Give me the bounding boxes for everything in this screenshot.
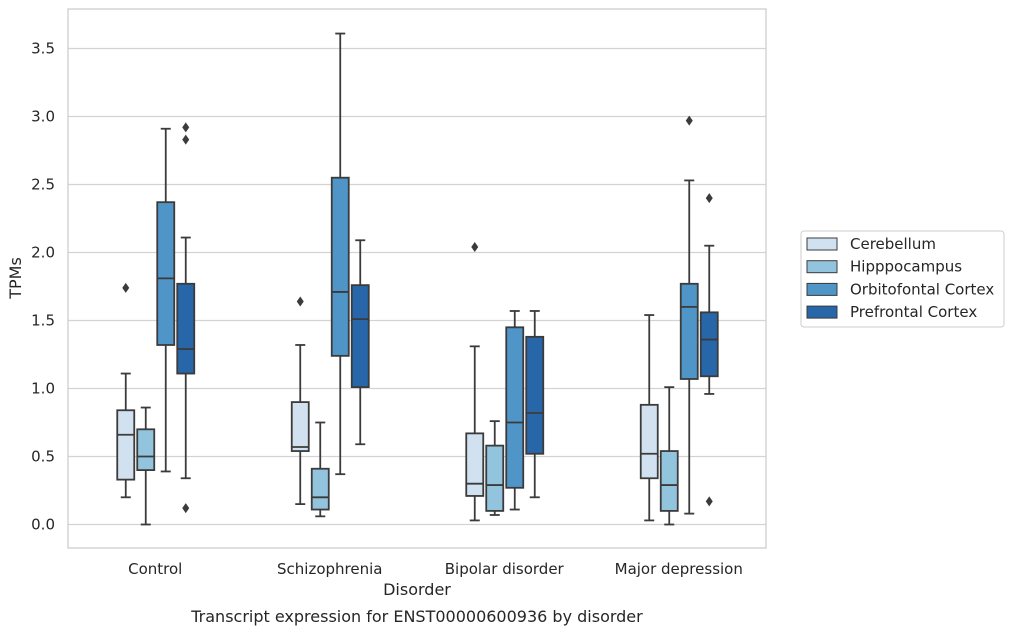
outlier-point xyxy=(182,134,190,145)
box xyxy=(465,432,485,497)
box xyxy=(485,444,505,512)
box xyxy=(176,282,196,375)
y-tick-label: 2.0 xyxy=(31,244,55,262)
box xyxy=(699,311,719,378)
outlier-point xyxy=(122,282,130,293)
box xyxy=(505,326,525,489)
x-tick-label: Major depression xyxy=(615,560,743,578)
outlier-point xyxy=(182,503,190,514)
figure-caption: Transcript expression for ENST0000060093… xyxy=(190,607,643,626)
legend-label: Hipppocampus xyxy=(850,258,962,276)
y-tick-labels: 0.0 0.5 1.0 1.5 2.0 2.5 3.0 3.5 xyxy=(31,40,55,534)
x-axis-title: Disorder xyxy=(383,580,451,599)
legend-swatch xyxy=(806,260,838,274)
legend-label: Orbitofontal Cortex xyxy=(850,280,994,298)
legend-label: Cerebellum xyxy=(850,235,936,253)
outlier-point xyxy=(705,496,713,507)
box-series xyxy=(116,32,719,526)
box xyxy=(156,201,176,346)
legend-label: Prefrontal Cortex xyxy=(850,303,977,321)
y-tick-label: 1.0 xyxy=(31,380,55,398)
x-tick-label: Bipolar disorder xyxy=(445,560,565,578)
y-axis-title: TPMs xyxy=(6,257,25,300)
box xyxy=(290,401,310,452)
box xyxy=(136,428,156,471)
box xyxy=(116,409,136,481)
legend-swatch xyxy=(806,305,838,319)
x-tick-labels: Control Schizophrenia Bipolar disorder Majo… xyxy=(128,560,743,578)
box xyxy=(659,450,679,512)
box xyxy=(639,403,659,480)
y-tick-label: 0.5 xyxy=(31,448,55,466)
outlier-point xyxy=(705,193,713,204)
x-tick-label: Control xyxy=(128,560,182,578)
outlier-point xyxy=(296,296,304,307)
outlier-point xyxy=(471,242,479,253)
box xyxy=(330,176,350,357)
y-tick-label: 3.0 xyxy=(31,108,55,126)
plot-frame xyxy=(67,8,767,549)
legend: Cerebellum Hipppocampus Orbitofontal Corte… xyxy=(800,230,1005,328)
box xyxy=(350,284,370,389)
box xyxy=(525,335,545,455)
y-tick-label: 0.0 xyxy=(31,516,55,534)
box xyxy=(679,282,699,380)
legend-swatch xyxy=(806,282,838,296)
box xyxy=(310,467,330,511)
y-tick-label: 2.5 xyxy=(31,176,55,194)
outlier-point xyxy=(685,115,693,126)
outlier-point xyxy=(182,122,190,133)
y-tick-label: 1.5 xyxy=(31,312,55,330)
legend-frame xyxy=(800,230,1005,328)
legend-swatch xyxy=(806,237,838,251)
x-tick-label: Schizophrenia xyxy=(277,560,382,578)
y-tick-label: 3.5 xyxy=(31,40,55,58)
